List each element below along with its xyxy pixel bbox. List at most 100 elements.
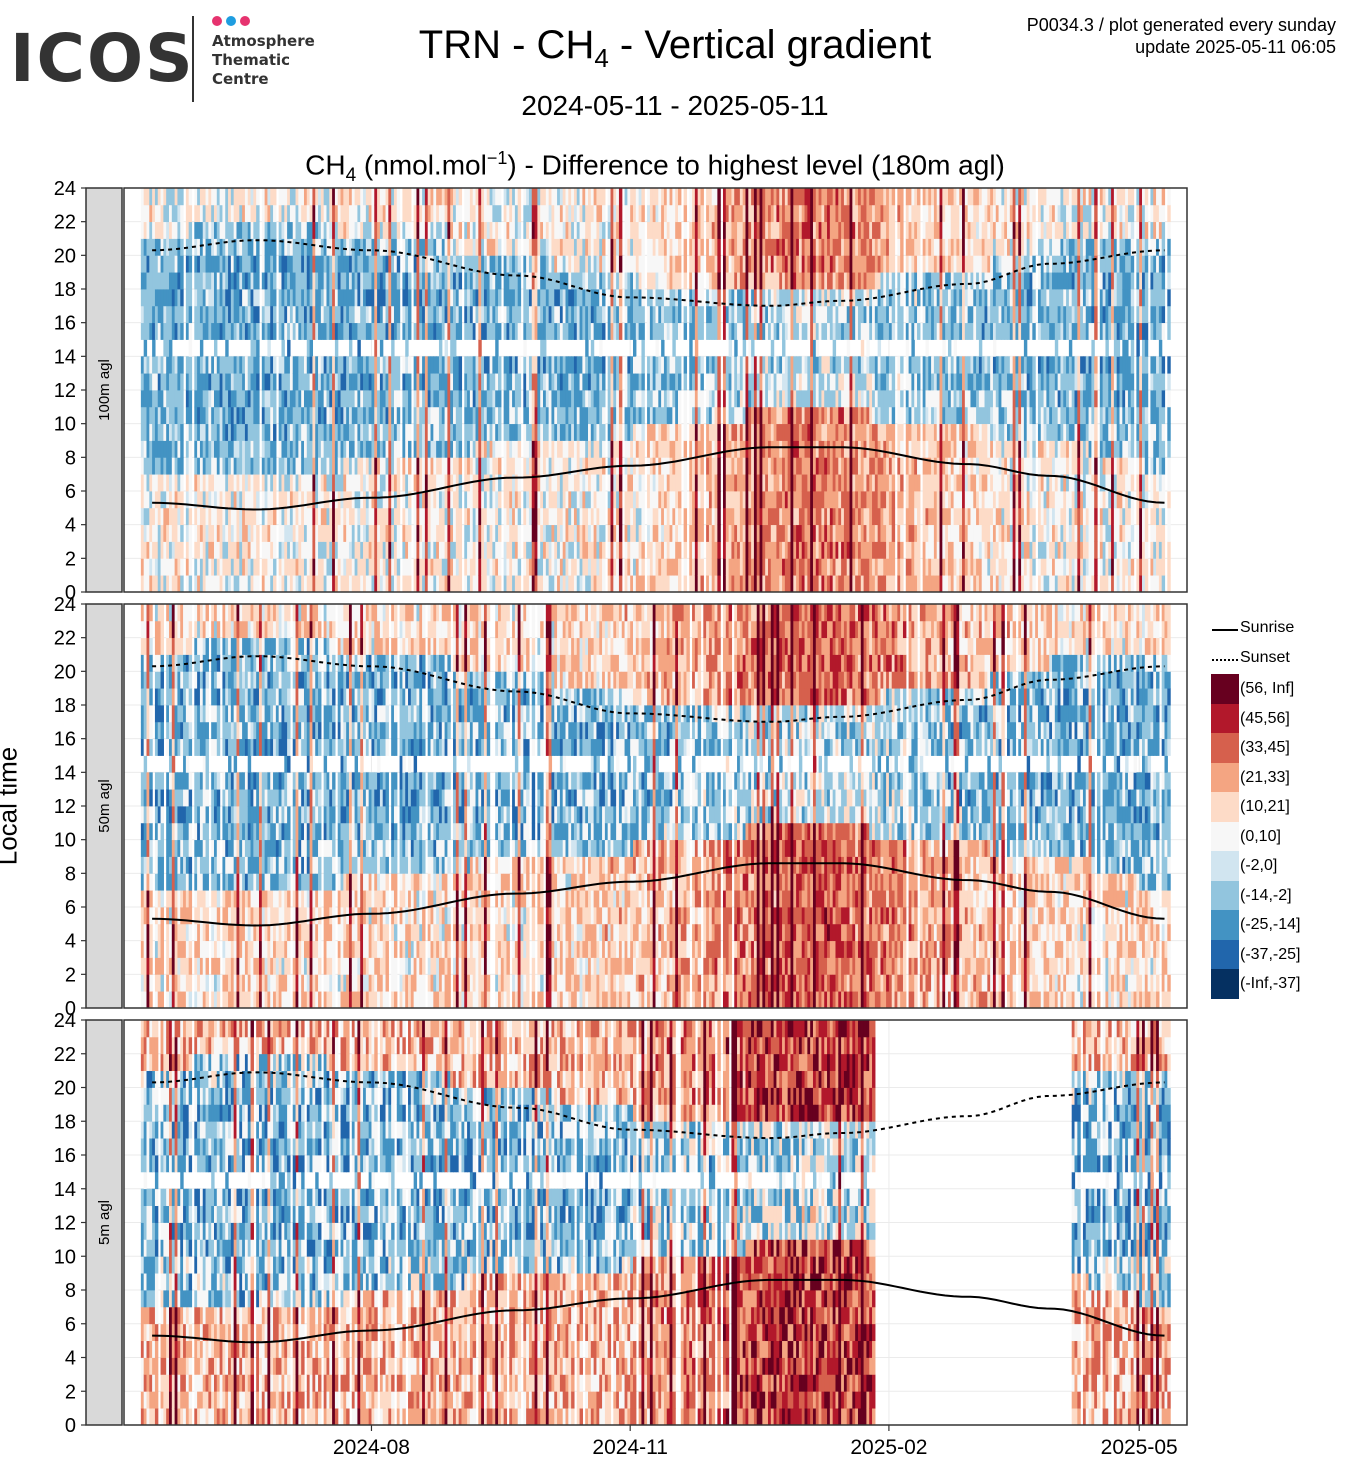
heatmap-cell bbox=[171, 440, 176, 458]
heatmap-cell bbox=[160, 188, 164, 206]
heatmap-cell bbox=[517, 221, 522, 239]
heatmap-cell bbox=[512, 440, 516, 458]
heatmap-cell bbox=[478, 491, 482, 509]
heatmap-cell bbox=[483, 188, 488, 206]
heatmap-cell bbox=[498, 390, 502, 408]
heatmap-cell bbox=[228, 390, 232, 408]
heatmap-cell bbox=[652, 272, 657, 290]
heatmap-cell bbox=[177, 507, 181, 526]
heatmap-cell bbox=[585, 255, 589, 273]
heatmap-cell bbox=[315, 204, 319, 223]
heatmap-cell bbox=[700, 188, 704, 206]
heatmap-cell bbox=[540, 322, 544, 340]
heatmap-cell bbox=[199, 474, 204, 492]
heatmap-cell bbox=[309, 390, 314, 408]
heatmap-cell bbox=[714, 238, 718, 256]
heatmap-cell bbox=[765, 272, 769, 290]
heatmap-cell bbox=[233, 491, 238, 509]
heatmap-cell bbox=[512, 457, 516, 475]
heatmap-cell bbox=[379, 255, 384, 273]
heatmap-cell bbox=[782, 390, 786, 408]
heatmap-cell bbox=[509, 221, 513, 239]
heatmap-cell bbox=[348, 390, 353, 408]
heatmap-cell bbox=[633, 204, 637, 223]
heatmap-cell bbox=[298, 541, 302, 559]
heatmap-cell bbox=[168, 440, 173, 458]
heatmap-cell bbox=[588, 558, 592, 576]
heatmap-cell bbox=[779, 524, 783, 542]
heatmap-cell bbox=[239, 558, 243, 576]
heatmap-cell bbox=[416, 558, 420, 576]
heatmap-cell bbox=[287, 221, 291, 239]
heatmap-cell bbox=[481, 373, 485, 391]
heatmap-cell bbox=[233, 558, 238, 576]
heatmap-cell bbox=[377, 491, 381, 509]
heatmap-cell bbox=[590, 255, 595, 273]
heatmap-cell bbox=[472, 356, 477, 374]
heatmap-cell bbox=[649, 356, 654, 374]
heatmap-cell bbox=[469, 356, 474, 374]
heatmap-cell bbox=[430, 423, 434, 441]
heatmap-cell bbox=[422, 322, 426, 340]
heatmap-cell bbox=[633, 524, 637, 542]
heatmap-cell bbox=[382, 305, 387, 324]
heatmap-cell bbox=[714, 390, 718, 408]
heatmap-cell bbox=[455, 373, 460, 391]
heatmap-cell bbox=[731, 238, 735, 256]
heatmap-cell bbox=[213, 390, 218, 408]
heatmap-cell bbox=[610, 221, 614, 239]
heatmap-cell bbox=[506, 558, 510, 576]
heatmap-cell bbox=[647, 390, 651, 408]
heatmap-cell bbox=[228, 440, 232, 458]
heatmap-cell bbox=[174, 406, 179, 425]
heatmap-cell bbox=[624, 255, 628, 273]
heatmap-cell bbox=[208, 507, 212, 526]
heatmap-cell bbox=[174, 474, 179, 492]
heatmap-cell bbox=[475, 289, 479, 307]
heatmap-cell bbox=[565, 575, 569, 593]
heatmap-cell bbox=[717, 322, 721, 340]
heatmap-cell bbox=[436, 272, 440, 290]
heatmap-cell bbox=[585, 440, 589, 458]
heatmap-cell bbox=[517, 440, 522, 458]
heatmap-cell bbox=[517, 491, 522, 509]
heatmap-cell bbox=[357, 339, 361, 357]
heatmap-cell bbox=[244, 423, 249, 441]
heatmap-cell bbox=[481, 474, 485, 492]
heatmap-cell bbox=[185, 541, 190, 559]
heatmap-cell bbox=[717, 204, 721, 223]
heatmap-cell bbox=[630, 423, 634, 441]
heatmap-cell bbox=[565, 507, 569, 526]
heatmap-cell bbox=[247, 221, 252, 239]
heatmap-cell bbox=[284, 204, 288, 223]
heatmap-cell bbox=[596, 221, 600, 239]
heatmap-cell bbox=[278, 507, 283, 526]
heatmap-cell bbox=[531, 406, 536, 425]
heatmap-cell bbox=[573, 524, 578, 542]
heatmap-cell bbox=[610, 390, 614, 408]
heatmap-cell bbox=[329, 356, 333, 374]
heatmap-cell bbox=[526, 474, 530, 492]
heatmap-cell bbox=[306, 322, 311, 340]
heatmap-cell bbox=[284, 491, 288, 509]
heatmap-cell bbox=[382, 524, 387, 542]
heatmap-cell bbox=[146, 558, 150, 576]
heatmap-cell bbox=[422, 558, 426, 576]
heatmap-cell bbox=[478, 221, 482, 239]
heatmap-cell bbox=[579, 507, 583, 526]
heatmap-cell bbox=[199, 491, 204, 509]
heatmap-cell bbox=[160, 373, 164, 391]
heatmap-cell bbox=[548, 524, 553, 542]
heatmap-cell bbox=[517, 188, 522, 206]
heatmap-cell bbox=[295, 457, 299, 475]
heatmap-cell bbox=[303, 440, 308, 458]
heatmap-cell bbox=[379, 373, 384, 391]
heatmap-cell bbox=[717, 221, 721, 239]
heatmap-cell bbox=[270, 541, 274, 559]
heatmap-cell bbox=[540, 390, 544, 408]
heatmap-cell bbox=[694, 322, 699, 340]
heatmap-cell bbox=[711, 289, 716, 307]
heatmap-cell bbox=[692, 188, 696, 206]
heatmap-cell bbox=[396, 575, 401, 593]
heatmap-cell bbox=[168, 491, 173, 509]
